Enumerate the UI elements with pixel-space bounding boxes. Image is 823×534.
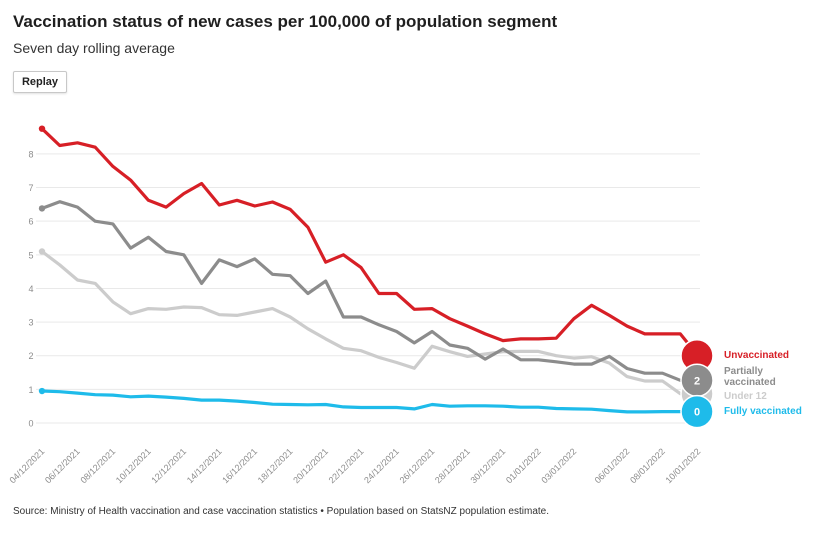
end-badge-partially: 2 — [694, 375, 700, 387]
x-tick-label: 06/12/2021 — [43, 446, 82, 485]
y-tick-label: 8 — [28, 149, 33, 159]
x-tick-label: 04/12/2021 — [7, 446, 46, 485]
x-tick-label: 12/12/2021 — [149, 446, 188, 485]
replay-button[interactable]: Replay — [13, 71, 67, 93]
series-end-label-partially: Partially — [724, 366, 763, 377]
series-start-point-partially — [38, 205, 46, 212]
grid-lines — [36, 153, 700, 424]
x-tick-label: 16/12/2021 — [220, 446, 259, 485]
x-tick-label: 06/01/2022 — [593, 446, 632, 485]
series-line-under12 — [40, 249, 700, 396]
x-tick-label: 28/12/2021 — [433, 446, 472, 485]
series-start-point-unvaccinated — [38, 125, 46, 132]
series-end-label-fully: Fully vaccinated — [724, 406, 802, 417]
y-tick-label: 2 — [28, 351, 33, 361]
series-line-unvaccinated — [40, 127, 700, 358]
source-note: Source: Ministry of Health vaccination a… — [13, 506, 550, 517]
end-bubble-fully — [680, 394, 714, 429]
series-end-label-partially: vaccinated — [724, 377, 776, 388]
x-tick-label: 01/01/2022 — [504, 446, 543, 485]
y-tick-label: 6 — [28, 217, 33, 227]
series-end-label-under12: Under 12 — [724, 391, 767, 402]
x-tick-label: 03/01/2022 — [539, 446, 578, 485]
y-tick-label: 7 — [28, 183, 33, 193]
x-tick-label: 10/12/2021 — [114, 446, 153, 485]
chart-subtitle: Seven day rolling average — [13, 40, 175, 56]
y-tick-label: 4 — [28, 284, 33, 294]
x-tick-label: 10/01/2022 — [663, 446, 702, 485]
y-tick-label: 3 — [28, 318, 33, 328]
x-tick-label: 08/12/2021 — [78, 446, 117, 485]
x-tick-label: 22/12/2021 — [327, 446, 366, 485]
y-axis-ticks: 0 1 2 3 4 5 6 7 8 — [28, 149, 33, 428]
series-start-point-under12 — [38, 248, 46, 255]
series-end-label-unvaccinated: Unvaccinated — [724, 350, 789, 361]
line-chart: 0 1 2 3 4 5 6 7 8 04/12/202106/12/202108/12/2021… — [7, 125, 802, 485]
y-tick-label: 1 — [28, 385, 33, 395]
x-tick-label: 30/12/2021 — [468, 446, 507, 485]
series-start-point-fully — [38, 387, 46, 395]
chart-title: Vaccination status of new cases per 100,… — [13, 12, 558, 31]
x-tick-label: 26/12/2021 — [398, 446, 437, 485]
series-line-fully — [40, 389, 700, 414]
series-line-partially — [40, 200, 700, 382]
y-tick-label: 5 — [28, 250, 33, 260]
series-lines — [38, 125, 700, 414]
x-tick-label: 24/12/2021 — [362, 446, 401, 485]
end-badge-fully: 0 — [694, 407, 700, 419]
x-tick-label: 14/12/2021 — [185, 446, 224, 485]
y-tick-label: 0 — [28, 419, 33, 429]
x-axis-ticks: 04/12/202106/12/202108/12/202110/12/2021… — [7, 446, 702, 485]
x-tick-label: 18/12/2021 — [256, 446, 295, 485]
x-tick-label: 08/01/2022 — [628, 446, 667, 485]
x-tick-label: 20/12/2021 — [291, 446, 330, 485]
